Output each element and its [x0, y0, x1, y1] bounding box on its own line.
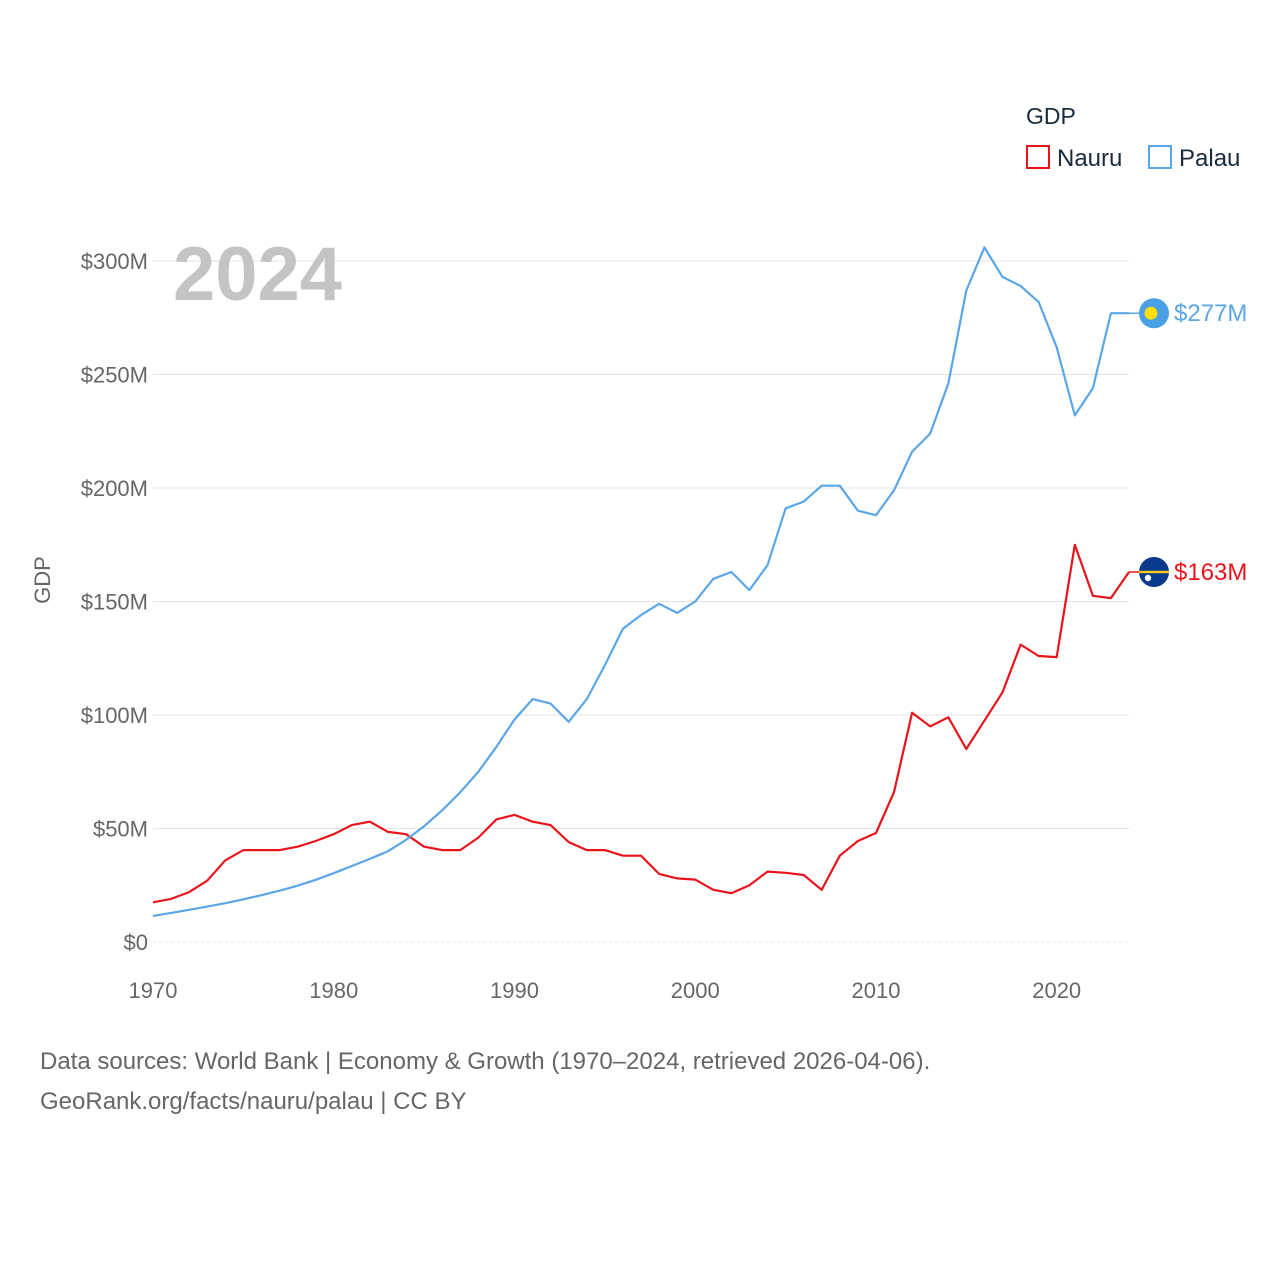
y-axis-label: GDP — [30, 556, 55, 604]
y-tick-label: $0 — [124, 930, 148, 955]
y-tick-label: $50M — [93, 817, 148, 842]
x-tick-label: 1990 — [490, 978, 539, 1003]
flag-stripe — [1139, 570, 1169, 574]
y-axis-ticks: $0 $50M $100M $150M $200M $250M $300M — [81, 249, 148, 955]
x-tick-label: 2020 — [1032, 978, 1081, 1003]
legend: GDP Nauru Palau — [1026, 103, 1240, 172]
year-label: 2024 — [173, 232, 342, 317]
x-tick-label: 2010 — [851, 978, 900, 1003]
nauru-flag-icon — [1139, 556, 1169, 587]
flag-disc — [1144, 306, 1158, 320]
end-label-palau: $277M — [1174, 300, 1247, 327]
x-axis-ticks: 1970 1980 1990 2000 2010 2020 — [129, 978, 1082, 1003]
x-tick-label: 2000 — [671, 978, 720, 1003]
legend-swatch-nauru[interactable] — [1026, 145, 1050, 169]
y-tick-label: $300M — [81, 249, 148, 274]
legend-label-nauru[interactable]: Nauru — [1057, 145, 1122, 172]
gridlines — [153, 260, 1129, 943]
end-markers: $163M $277M — [1129, 298, 1247, 587]
palau-flag-icon — [1139, 298, 1169, 329]
y-tick-label: $200M — [81, 476, 148, 501]
legend-swatch-palau[interactable] — [1148, 145, 1172, 169]
source-note: Data sources: World Bank | Economy & Gro… — [40, 1042, 1240, 1122]
legend-title: GDP — [1026, 103, 1076, 129]
legend-label-palau[interactable]: Palau — [1179, 145, 1240, 172]
flag-star — [1144, 574, 1152, 582]
series-line-palau[interactable] — [152, 246, 1129, 917]
series-lines — [152, 246, 1130, 917]
x-tick-label: 1970 — [129, 978, 178, 1003]
y-tick-label: $150M — [81, 590, 148, 615]
x-tick-label: 1980 — [309, 978, 358, 1003]
y-tick-label: $100M — [81, 703, 148, 728]
source-line-2[interactable]: GeoRank.org/facts/nauru/palau | CC BY — [40, 1088, 467, 1115]
y-tick-label: $250M — [81, 363, 148, 388]
series-line-nauru[interactable] — [152, 543, 1130, 904]
source-line-1: Data sources: World Bank | Economy & Gro… — [40, 1048, 931, 1075]
end-label-nauru: $163M — [1174, 559, 1247, 586]
